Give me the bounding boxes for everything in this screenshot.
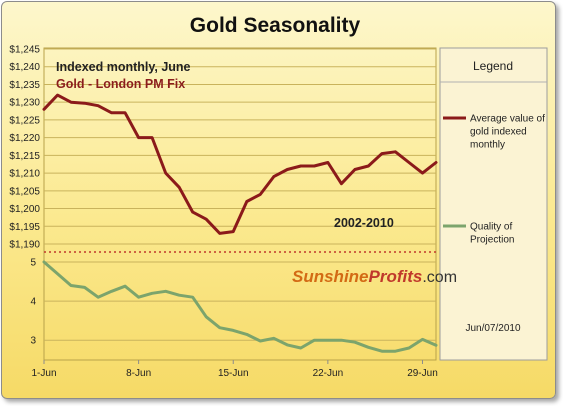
- sunshine-profits-logo: SunshineProfits.com: [292, 267, 457, 286]
- y-tick-upper: $1,200: [9, 204, 40, 215]
- series-label-annotation: Gold - London PM Fix: [56, 77, 185, 91]
- logo-part-3: .com: [422, 269, 457, 286]
- legend-entries: Average value of gold indexed monthly Quali…: [443, 114, 545, 246]
- gridlines: [44, 48, 436, 341]
- y-tick-upper: $1,225: [9, 115, 40, 126]
- legend-title: Legend: [473, 59, 513, 73]
- gold-average-line: [42, 93, 438, 235]
- y-tick-upper: $1,230: [9, 98, 40, 109]
- date-annotation: Jun/07/2010: [465, 323, 520, 334]
- x-tick-label: 15-Jun: [218, 368, 249, 379]
- y-tick-upper: $1,245: [9, 45, 40, 56]
- y-axis-ticks: $1,245 $1,240 $1,235 $1,230 $1,225 $1,220 $1,2…: [9, 45, 40, 347]
- y-tick-upper: $1,195: [9, 222, 40, 233]
- y-tick-upper: $1,215: [9, 151, 40, 162]
- period-annotation: 2002-2010: [334, 216, 394, 230]
- legend-quality-label: Projection: [470, 235, 514, 246]
- legend-gold-label: Average value of: [470, 114, 545, 125]
- y-tick-upper: $1,205: [9, 186, 40, 197]
- subtitle-annotation: Indexed monthly, June: [56, 60, 191, 74]
- y-tick-upper: $1,190: [9, 240, 40, 251]
- y-tick-upper: $1,240: [9, 62, 40, 73]
- logo-part-1: Sunshine: [292, 267, 369, 286]
- x-axis-ticks: 1-Jun 8-Jun 15-Jun 22-Jun 29-Jun: [31, 360, 438, 379]
- y-tick-upper: $1,235: [9, 80, 40, 91]
- y-tick-lower: 3: [30, 336, 36, 347]
- plot-area: [43, 47, 437, 361]
- series-lines: [42, 93, 438, 353]
- legend-gold-label: monthly: [470, 140, 505, 151]
- x-tick-label: 29-Jun: [407, 368, 438, 379]
- svg-text:SunshineProfits.com: SunshineProfits.com: [292, 267, 457, 286]
- y-tick-upper: $1,220: [9, 133, 40, 144]
- x-tick-label: 1-Jun: [31, 368, 56, 379]
- logo-part-2: Profits: [369, 267, 423, 286]
- chart-title: Gold Seasonality: [190, 14, 361, 37]
- y-tick-upper: $1,210: [9, 169, 40, 180]
- legend-box: [439, 47, 548, 361]
- x-tick-label: 8-Jun: [126, 368, 151, 379]
- x-tick-label: 22-Jun: [313, 368, 344, 379]
- quality-projection-line: [42, 260, 438, 353]
- y-tick-lower: 5: [30, 258, 36, 269]
- legend-quality-label: Quality of: [470, 222, 512, 233]
- y-tick-lower: 4: [30, 297, 36, 308]
- legend-gold-label: gold indexed: [470, 127, 527, 138]
